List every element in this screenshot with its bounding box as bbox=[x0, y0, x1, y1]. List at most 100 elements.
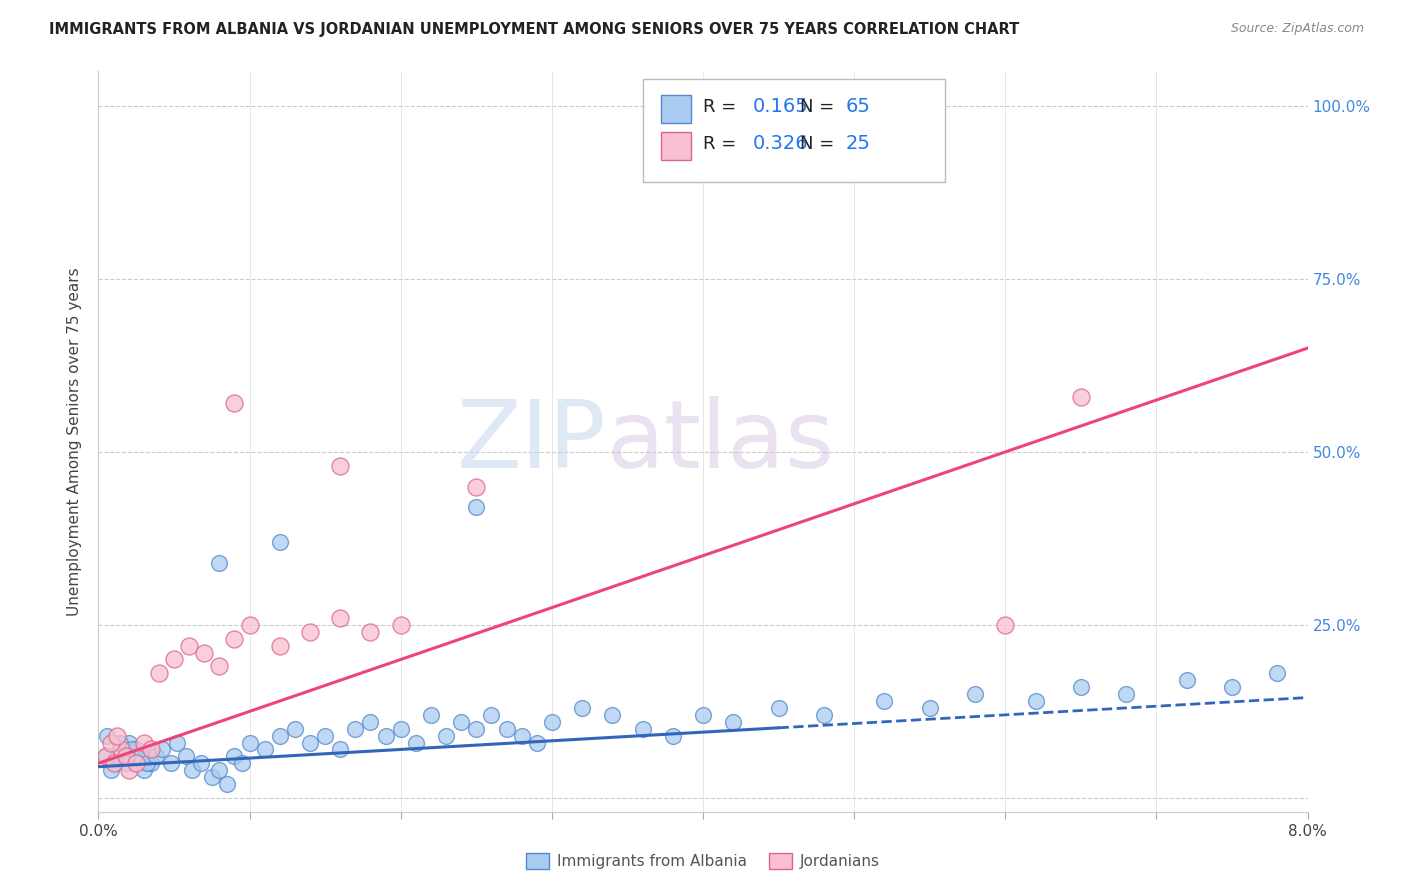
Point bbox=[465, 500, 488, 515]
Y-axis label: Unemployment Among Seniors over 75 years: Unemployment Among Seniors over 75 years bbox=[67, 268, 83, 615]
Point bbox=[141, 742, 163, 756]
Point bbox=[253, 742, 276, 756]
Text: IMMIGRANTS FROM ALBANIA VS JORDANIAN UNEMPLOYMENT AMONG SENIORS OVER 75 YEARS CO: IMMIGRANTS FROM ALBANIA VS JORDANIAN UNE… bbox=[49, 22, 1019, 37]
Point bbox=[224, 749, 246, 764]
Point bbox=[105, 729, 128, 743]
Point bbox=[118, 735, 141, 749]
Point bbox=[193, 646, 215, 660]
Point bbox=[190, 756, 212, 771]
Point bbox=[163, 652, 186, 666]
Point bbox=[114, 756, 136, 771]
FancyBboxPatch shape bbox=[643, 78, 945, 183]
Point bbox=[1220, 680, 1243, 694]
Point bbox=[420, 707, 443, 722]
Point bbox=[813, 707, 835, 722]
Point bbox=[108, 735, 131, 749]
Point bbox=[723, 714, 745, 729]
Point bbox=[873, 694, 896, 708]
Point bbox=[1070, 390, 1092, 404]
Point bbox=[239, 735, 262, 749]
Text: 0.165: 0.165 bbox=[752, 97, 808, 116]
Point bbox=[100, 735, 122, 749]
Point bbox=[110, 742, 132, 756]
Point bbox=[118, 763, 141, 777]
Point bbox=[239, 618, 262, 632]
Point bbox=[208, 659, 231, 673]
Point bbox=[1115, 687, 1137, 701]
Point bbox=[208, 763, 231, 777]
Point bbox=[231, 756, 253, 771]
Point bbox=[465, 722, 488, 736]
Point bbox=[405, 735, 427, 749]
Point bbox=[329, 458, 352, 473]
Point bbox=[269, 534, 291, 549]
Text: 25: 25 bbox=[845, 135, 870, 153]
Point bbox=[96, 729, 118, 743]
Text: R =: R = bbox=[703, 98, 742, 116]
Point bbox=[121, 742, 143, 756]
Point bbox=[103, 756, 125, 771]
Legend: Immigrants from Albania, Jordanians: Immigrants from Albania, Jordanians bbox=[520, 847, 886, 875]
Point bbox=[1070, 680, 1092, 694]
Point bbox=[481, 707, 503, 722]
Point bbox=[160, 756, 183, 771]
Point bbox=[768, 701, 790, 715]
Point bbox=[201, 770, 224, 784]
Point bbox=[329, 611, 352, 625]
Point bbox=[269, 639, 291, 653]
Point bbox=[994, 618, 1017, 632]
Point bbox=[389, 722, 412, 736]
Point bbox=[329, 742, 352, 756]
Text: 0.326: 0.326 bbox=[752, 135, 808, 153]
Point bbox=[631, 722, 654, 736]
Text: Source: ZipAtlas.com: Source: ZipAtlas.com bbox=[1230, 22, 1364, 36]
Point bbox=[495, 722, 517, 736]
Text: ZIP: ZIP bbox=[457, 395, 606, 488]
Point bbox=[299, 735, 322, 749]
Point bbox=[602, 707, 624, 722]
Point bbox=[105, 749, 128, 764]
Point bbox=[344, 722, 367, 736]
Point bbox=[141, 756, 163, 771]
Point bbox=[1175, 673, 1198, 688]
Point bbox=[450, 714, 472, 729]
Point bbox=[465, 479, 488, 493]
Point bbox=[692, 707, 714, 722]
Point bbox=[129, 749, 152, 764]
Point bbox=[135, 756, 157, 771]
Point bbox=[571, 701, 593, 715]
Point bbox=[965, 687, 987, 701]
Point bbox=[661, 729, 683, 743]
Text: N =: N = bbox=[800, 98, 839, 116]
Point bbox=[299, 624, 322, 639]
Point bbox=[132, 763, 155, 777]
Point bbox=[166, 735, 188, 749]
Point bbox=[269, 729, 291, 743]
Point bbox=[1025, 694, 1047, 708]
Point bbox=[103, 756, 125, 771]
Point bbox=[510, 729, 533, 743]
Point bbox=[526, 735, 548, 749]
Point bbox=[174, 749, 197, 764]
Point bbox=[540, 714, 562, 729]
Text: atlas: atlas bbox=[606, 395, 835, 488]
Text: R =: R = bbox=[703, 135, 742, 153]
Point bbox=[150, 742, 173, 756]
Point bbox=[215, 777, 238, 791]
Point bbox=[360, 624, 382, 639]
Point bbox=[434, 729, 457, 743]
Point bbox=[208, 556, 231, 570]
Point bbox=[179, 639, 201, 653]
Point bbox=[181, 763, 204, 777]
Point bbox=[125, 742, 148, 756]
FancyBboxPatch shape bbox=[661, 95, 690, 123]
FancyBboxPatch shape bbox=[661, 132, 690, 161]
Text: N =: N = bbox=[800, 135, 839, 153]
Point bbox=[148, 666, 170, 681]
Point bbox=[1267, 666, 1289, 681]
Point bbox=[125, 756, 148, 771]
Point bbox=[224, 632, 246, 646]
Point bbox=[224, 396, 246, 410]
Point bbox=[114, 749, 136, 764]
Point bbox=[94, 749, 117, 764]
